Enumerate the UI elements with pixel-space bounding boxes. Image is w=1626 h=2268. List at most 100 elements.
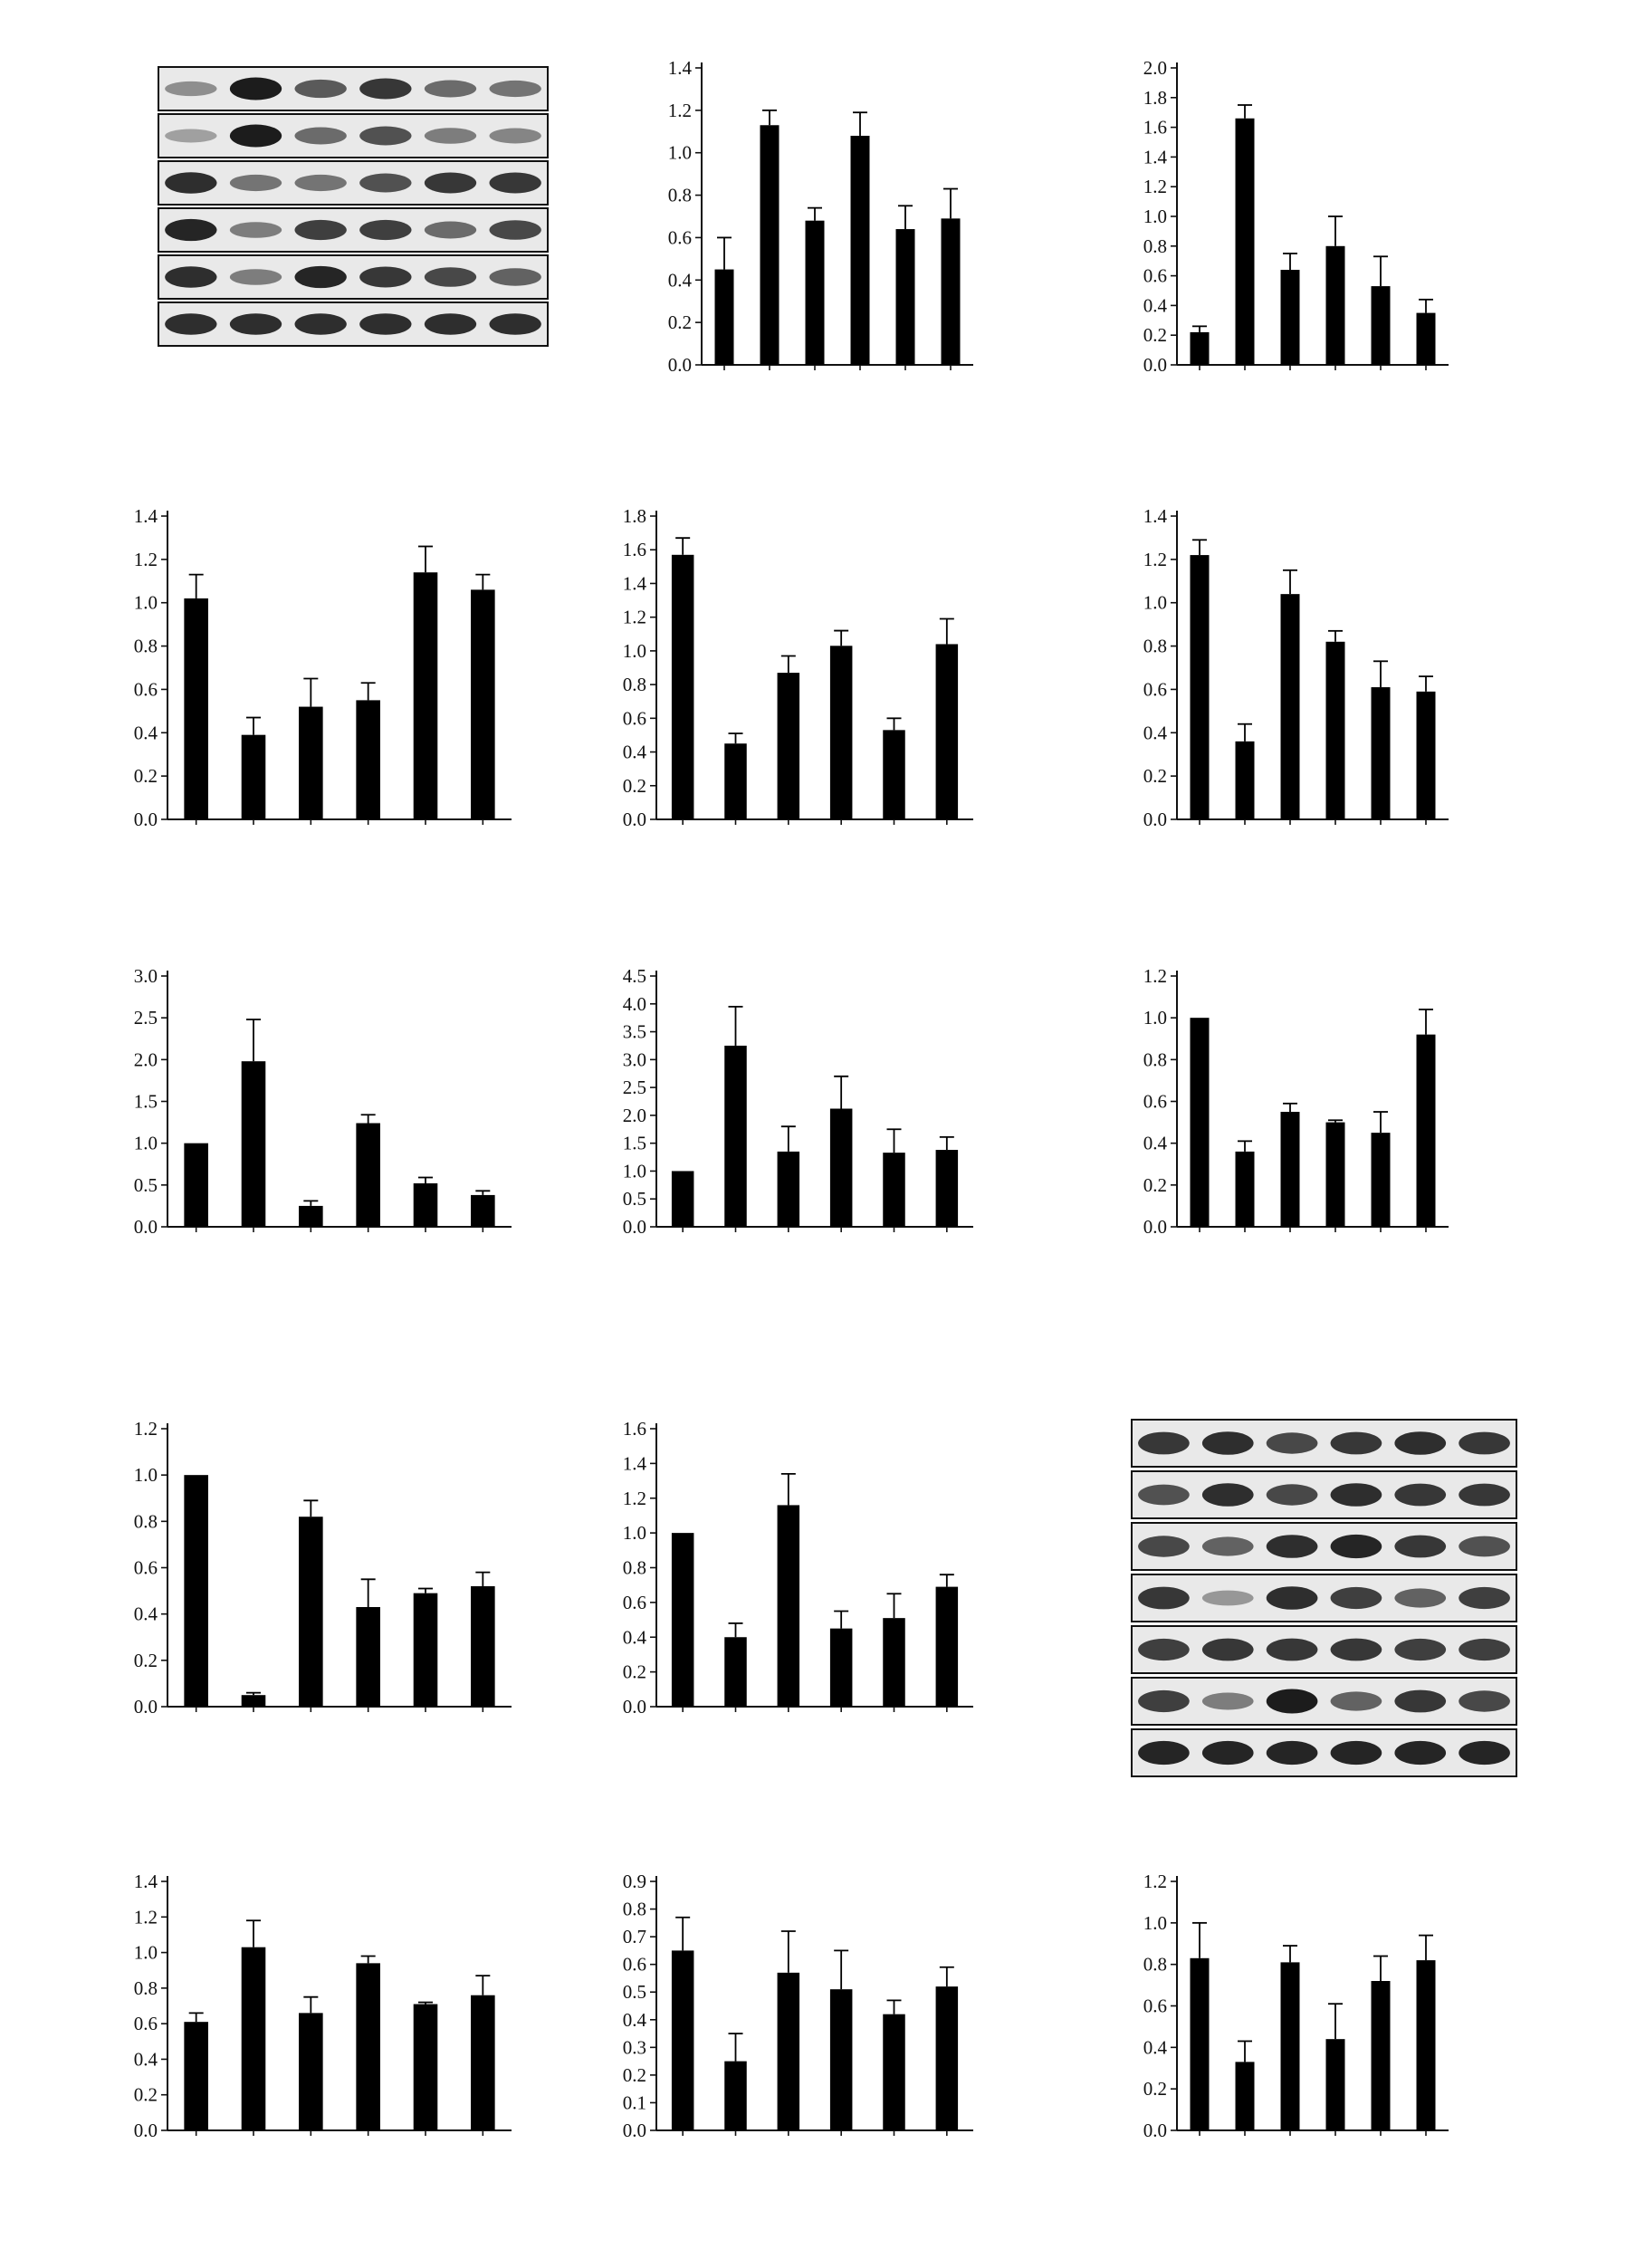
bar [413,572,438,819]
blot-band [1394,1535,1447,1558]
bar [935,1150,959,1227]
blot-band [424,172,477,194]
y-tick-label: 1.2 [1143,1871,1167,1892]
y-tick-label: 0.2 [1143,2078,1167,2100]
blot-row [1131,1522,1517,1571]
blot-band [359,173,412,193]
bar [1371,1133,1391,1227]
blot-band [1201,1483,1254,1507]
y-tick-label: 0.2 [1143,324,1167,346]
y-tick-label: 1.0 [623,1522,646,1544]
blot-band [1459,1431,1510,1455]
blot-band [229,313,282,335]
y-tick-label: 1.0 [134,1464,158,1486]
y-tick-label: 0.6 [1143,1091,1167,1113]
bar [241,1061,266,1227]
y-tick-label: 0.4 [1143,2036,1168,2058]
blot-band [1330,1431,1382,1455]
bar [299,1517,323,1707]
y-tick-label: 0.8 [1143,1048,1167,1070]
y-tick-label: 0.6 [668,226,692,248]
y-tick-label: 1.8 [1143,87,1167,109]
blot-band [1266,1484,1318,1506]
y-tick-label: 0.8 [668,185,692,206]
blot-row [1131,1625,1517,1674]
blot-panel-l [1131,1419,1517,1777]
bar [883,730,905,819]
y-tick-label: 0.2 [134,2084,158,2106]
blot-band [165,313,217,335]
bar [883,1618,905,1707]
blot-band [1394,1638,1447,1661]
y-tick-label: 0.2 [623,2064,646,2086]
y-tick-label: 0.4 [1143,1133,1168,1154]
blot-band [165,218,217,242]
blot-band [1138,1638,1190,1661]
bar [471,1194,495,1227]
bar [184,1475,208,1707]
y-tick-label: 0.4 [1143,294,1168,316]
y-tick-label: 1.0 [134,1133,158,1154]
y-tick-label: 1.2 [134,1906,158,1928]
bar [1235,1151,1255,1227]
bar [1190,555,1210,819]
y-tick-label: 1.0 [1143,206,1167,227]
y-tick-label: 1.2 [134,549,158,570]
blot-band [489,172,541,194]
y-tick-label: 2.5 [623,1077,646,1098]
bar [1416,1960,1436,2130]
blot-row [158,301,549,347]
y-tick-label: 0.4 [668,269,693,291]
y-tick-label: 0.6 [134,678,158,700]
y-tick-label: 1.0 [623,640,646,662]
bar [777,1972,800,2130]
y-tick-label: 1.4 [623,1452,647,1474]
y-tick-label: 1.0 [1143,592,1167,614]
chart-m: 0.0 0.2 0.4 0.6 0.8 1.0 1.2 1.4 [134,1871,512,2141]
y-tick-label: 0.5 [134,1174,158,1196]
bar [724,1045,747,1227]
chart-n: 0.0 0.1 0.2 0.3 0.4 0.5 0.6 0.7 0.8 0.9 [623,1871,973,2141]
y-tick-label: 1.0 [134,1942,158,1964]
y-tick-label: 1.0 [668,142,692,164]
y-tick-label: 0.4 [1143,722,1168,743]
bar [777,1151,800,1227]
y-tick-label: 1.0 [1143,1912,1167,1934]
y-tick-label: 1.2 [134,1418,158,1440]
blot-band [1201,1590,1254,1606]
blot-band [489,313,541,335]
chart-o: 0.0 0.2 0.4 0.6 0.8 1.0 1.2 [1143,1871,1449,2141]
y-tick-label: 1.0 [134,592,158,614]
y-tick-label: 3.0 [134,965,158,987]
bar [1280,270,1300,365]
y-tick-label: 4.5 [623,965,646,987]
y-tick-label: 0.8 [134,1510,158,1532]
bar [299,706,323,819]
blot-band [489,80,541,98]
blot-band [1459,1483,1510,1507]
bar [1235,2062,1255,2130]
blot-band [229,124,282,148]
bar [829,1989,853,2130]
y-tick-label: 0.0 [134,2120,158,2141]
bar [241,1947,266,2130]
bar [883,2014,905,2130]
blot-band [1138,1536,1190,1557]
blot-band [229,269,282,285]
bar [777,1505,800,1707]
blot-strip [1131,1625,1517,1674]
y-tick-label: 0.4 [134,2048,158,2070]
bar [1416,691,1436,819]
blot-band [1394,1483,1447,1507]
bar [299,1205,323,1227]
blot-band [489,128,541,144]
y-tick-label: 0.0 [623,1216,646,1238]
bar [724,2061,747,2130]
y-tick-label: 0.8 [134,636,158,657]
bar [356,1123,380,1227]
blot-band [1330,1691,1382,1711]
chart-k: 0.0 0.2 0.4 0.6 0.8 1.0 1.2 1.4 1.6 [623,1418,973,1718]
y-tick-label: 0.6 [134,2013,158,2034]
y-tick-label: 0.8 [623,1899,646,1920]
